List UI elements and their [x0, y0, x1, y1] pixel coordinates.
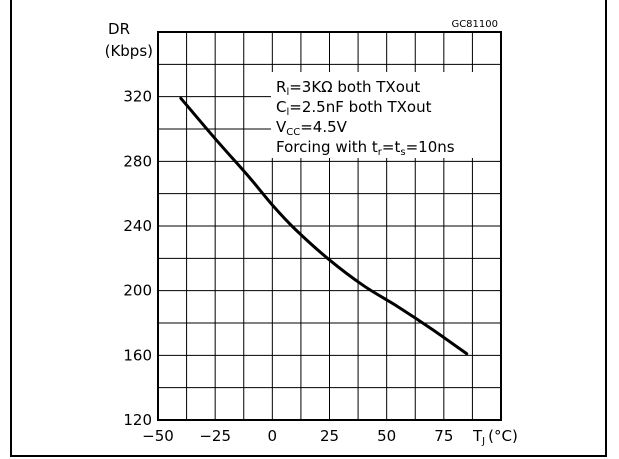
x-axis-label-main: T: [472, 427, 483, 445]
annotation-line-4: Forcing with tr=ts=10ns: [276, 138, 455, 158]
figure-frame: [10, 0, 607, 457]
annotation-4-sub1: r: [378, 147, 383, 158]
x-tick-labels: −50 −25 0 25 50 75: [142, 427, 453, 445]
annotation-line-1: Rl=3KΩ both TXout: [276, 78, 420, 98]
y-tick-label: 240: [123, 217, 152, 235]
annotation-line-3: VCC=4.5V: [276, 118, 348, 138]
y-tick-label: 320: [123, 88, 152, 106]
annotation-1-rest: =3KΩ both TXout: [289, 78, 420, 96]
annotation-1-sub: l: [286, 87, 289, 98]
series-line: [179, 96, 469, 356]
annotation-2-main: C: [276, 98, 286, 116]
annotation-4-mid: =t: [382, 138, 401, 156]
y-tick-label: 280: [123, 152, 152, 170]
annotation-box: [271, 72, 500, 158]
y-axis-unit: (Kbps): [105, 42, 153, 60]
annotation-4-suffix: =10ns: [406, 138, 455, 156]
x-tick-label: 50: [377, 427, 396, 445]
plot-border: [157, 31, 502, 421]
y-tick-label: 160: [123, 346, 152, 364]
y-axis-label: DR: [108, 20, 130, 38]
x-axis-label: TJ (°C): [472, 427, 518, 447]
x-tick-label: 0: [268, 427, 278, 445]
x-tick-label: 25: [320, 427, 339, 445]
annotation-1-main: R: [276, 78, 286, 96]
annotation-2-sub: l: [286, 107, 289, 118]
annotation-3-sub: CC: [286, 127, 300, 138]
annotation-2-rest: =2.5nF both TXout: [289, 98, 431, 116]
y-tick-label: 120: [123, 411, 152, 429]
annotation-4-sub2: s: [400, 147, 405, 158]
x-tick-label: 75: [434, 427, 453, 445]
y-tick-label: 200: [123, 282, 152, 300]
annotation-line-2: Cl=2.5nF both TXout: [276, 98, 432, 118]
x-tick-label: −50: [142, 427, 174, 445]
annotation-3-rest: =4.5V: [300, 118, 347, 136]
annotation-3-main: V: [276, 118, 287, 136]
x-axis-label-sub: J: [481, 436, 485, 447]
x-axis-label-unit: (°C): [488, 427, 518, 445]
x-tick-label: −25: [199, 427, 231, 445]
annotation-4-prefix: Forcing with t: [276, 138, 378, 156]
y-tick-labels: 120 160 200 240 280 320: [123, 88, 152, 429]
figure-code: GC81100: [451, 19, 498, 30]
